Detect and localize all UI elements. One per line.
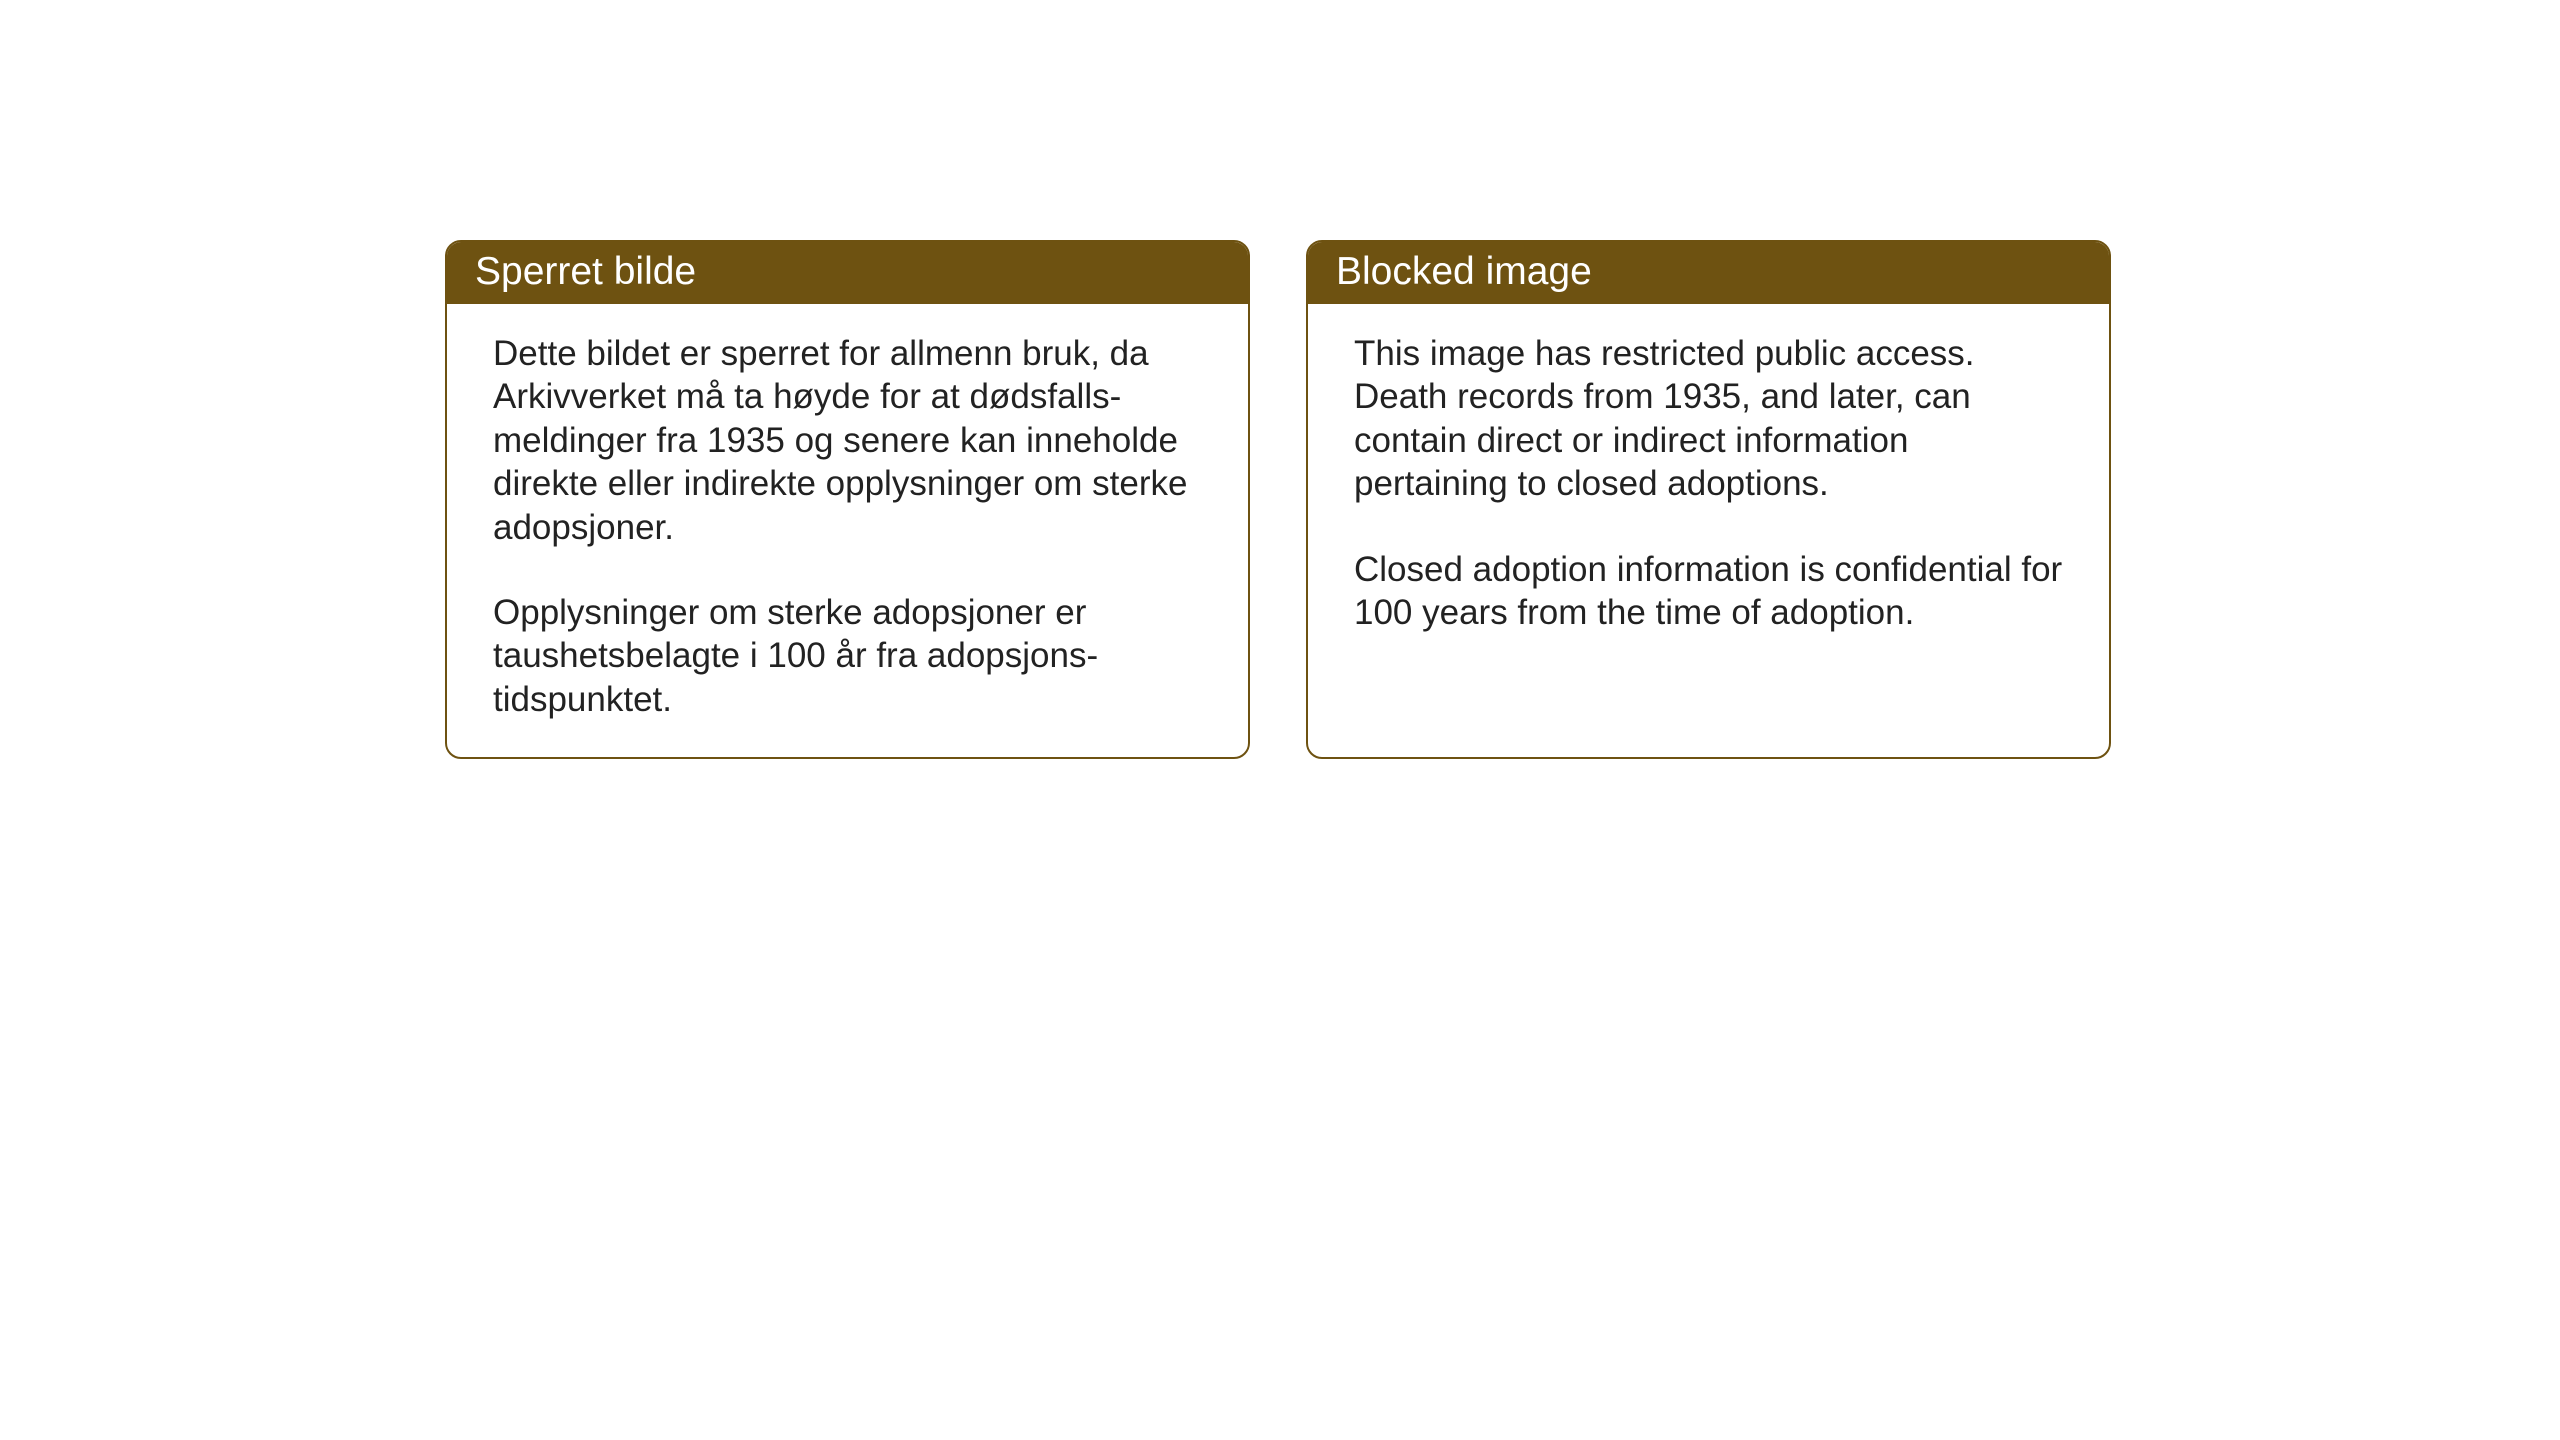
card-body-norwegian: Dette bildet er sperret for allmenn bruk… xyxy=(447,304,1248,757)
card-header-english: Blocked image xyxy=(1308,242,2109,304)
card-paragraph-norwegian-2: Opplysninger om sterke adopsjoner er tau… xyxy=(493,591,1202,721)
notice-card-norwegian: Sperret bilde Dette bildet er sperret fo… xyxy=(445,240,1250,759)
card-body-english: This image has restricted public access.… xyxy=(1308,304,2109,670)
card-paragraph-norwegian-1: Dette bildet er sperret for allmenn bruk… xyxy=(493,332,1202,549)
notice-card-english: Blocked image This image has restricted … xyxy=(1306,240,2111,759)
card-title-norwegian: Sperret bilde xyxy=(475,250,696,293)
card-title-english: Blocked image xyxy=(1336,250,1592,293)
notice-container: Sperret bilde Dette bildet er sperret fo… xyxy=(445,240,2111,759)
card-paragraph-english-1: This image has restricted public access.… xyxy=(1354,332,2063,506)
card-header-norwegian: Sperret bilde xyxy=(447,242,1248,304)
card-paragraph-english-2: Closed adoption information is confident… xyxy=(1354,548,2063,635)
